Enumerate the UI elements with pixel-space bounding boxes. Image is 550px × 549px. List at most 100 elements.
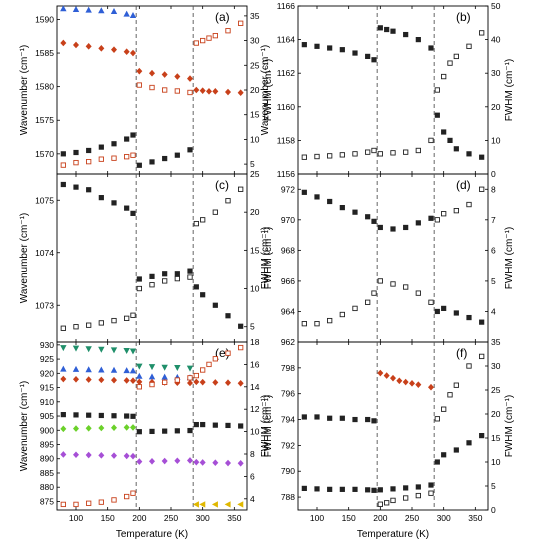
y-left-tick-label: 915 [40,383,54,393]
y-right-tick-label: 15 [491,433,501,443]
x-tick-label: 100 [69,513,83,523]
data-point [371,290,377,296]
data-point [98,346,105,353]
data-point [60,451,67,458]
data-point [365,299,371,305]
y-left-tick-label: 910 [40,397,54,407]
y-right-tick-label: 20 [491,409,501,419]
y-right-tick-label: 10 [250,427,260,437]
data-point [466,201,472,208]
y-left-tick-label: 796 [281,389,295,399]
data-point [199,378,206,386]
data-point [111,46,117,53]
data-point [193,372,199,379]
data-point [434,87,440,93]
y-left-tick-label: 1156 [277,169,296,179]
data-point [365,416,371,423]
y-left-tick-label: 1570 [35,149,54,159]
y-left-tick-label: 1158 [277,135,296,145]
data-point [73,324,79,330]
y-right-axis-title: FWHM (cm⁻¹) [263,59,274,121]
data-point [98,499,104,505]
data-point [225,459,231,467]
x-tick-label: 200 [373,513,387,523]
data-point [111,424,117,432]
y-right-tick-label: 7 [491,215,496,225]
data-point [377,487,383,493]
data-point [162,87,168,93]
data-point [339,311,345,318]
y-left-axis-title: Wavenumber (cm⁻¹) [19,213,30,303]
data-point [60,162,66,168]
data-point [60,181,66,188]
data-point [390,226,396,232]
data-point [466,151,472,157]
data-point [428,299,434,305]
data-point [200,421,206,428]
data-point [237,379,244,387]
data-point [85,43,92,50]
panel-frame [297,173,489,343]
data-point [136,162,142,168]
y-right-tick-label: 12 [250,404,260,414]
data-point [365,214,371,220]
y-left-axis-title: Wavenumber (cm⁻¹) [19,45,30,135]
data-point [193,220,199,227]
data-point [301,189,307,195]
data-point [428,490,434,496]
data-point [212,379,219,386]
data-point [339,205,345,211]
data-point [428,215,434,221]
data-point [434,416,440,422]
data-point [301,414,307,420]
y-left-axis-title: Wavenumber (cm⁻¹) [19,381,30,471]
data-point [136,67,143,75]
x-tick-label: 250 [405,513,419,523]
data-point [352,50,358,56]
data-point [441,129,447,135]
data-point [377,25,383,31]
x-tick-label: 300 [196,513,210,523]
data-point [148,364,156,371]
y-right-tick-label: 25 [491,385,501,395]
data-point [238,20,244,26]
data-point [124,205,130,211]
data-point [479,30,485,36]
y-right-tick-label: 5 [250,322,255,332]
x-tick-label: 350 [227,513,241,523]
y-right-axis-title: FWHM (cm⁻¹) [263,395,274,457]
data-point [466,314,472,321]
data-point [130,452,136,460]
data-point [314,414,320,420]
data-point [60,5,67,12]
data-point [225,28,231,34]
data-point [72,5,80,12]
data-point [200,217,206,223]
data-point [136,372,143,379]
data-point [60,425,67,433]
data-point [301,485,307,491]
y-left-tick-label: 1585 [35,48,54,58]
data-point [73,159,79,166]
data-point [225,379,231,387]
data-point [149,84,155,91]
data-point [162,379,168,385]
data-point [86,500,92,506]
x-tick-label: 150 [342,513,356,523]
data-point [111,200,117,206]
data-point [130,424,136,431]
x-axis-title: Temperature (K) [116,529,188,540]
data-point [136,458,143,465]
data-point [327,153,333,159]
data-point [110,366,118,373]
data-point [434,112,440,118]
y-right-tick-label: 20 [250,207,260,217]
data-point [403,485,409,491]
data-point [193,40,199,46]
data-point [441,406,447,412]
data-point [212,88,219,95]
y-right-tick-label: 5 [491,481,496,491]
data-point [377,224,383,231]
data-point [402,378,409,386]
data-point [73,149,79,156]
